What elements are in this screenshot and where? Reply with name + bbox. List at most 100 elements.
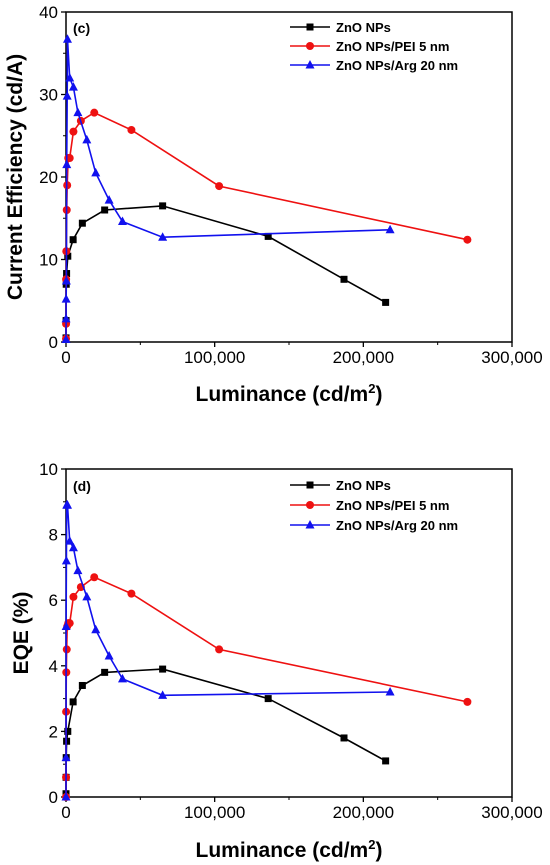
data-point bbox=[127, 125, 136, 134]
series-line bbox=[65, 576, 468, 798]
data-point bbox=[64, 252, 72, 260]
series-line bbox=[65, 39, 391, 340]
legend-marker bbox=[305, 520, 315, 529]
legend-label: ZnO NPs bbox=[336, 478, 391, 493]
legend: ZnO NPs ZnO NPs/PEI 5 nm ZnO NPs/Arg 20 nm bbox=[290, 20, 458, 73]
data-point bbox=[61, 752, 71, 762]
x-tick-label: 100,000 bbox=[184, 348, 245, 367]
x-tick-label: 0 bbox=[61, 348, 70, 367]
legend-entry: ZnO NPs bbox=[290, 478, 391, 493]
data-point bbox=[385, 224, 395, 234]
data-point bbox=[158, 690, 168, 699]
x-tick-label: 200,000 bbox=[333, 803, 394, 822]
y-axis-label: Current Efficiency (cd/A) bbox=[4, 54, 27, 300]
data-point bbox=[65, 154, 74, 163]
legend-label: ZnO NPs/PEI 5 nm bbox=[336, 498, 449, 513]
series-line bbox=[65, 668, 386, 794]
y-tick-label: 0 bbox=[49, 788, 58, 807]
data-point bbox=[382, 298, 390, 306]
data-point bbox=[340, 734, 348, 742]
data-point bbox=[62, 500, 72, 509]
data-point bbox=[69, 698, 77, 706]
series-zno-nps bbox=[62, 665, 390, 798]
y-tick-label: 0 bbox=[49, 333, 58, 352]
series-zno-nps-arg-20-nm bbox=[61, 500, 395, 801]
y-tick-label: 8 bbox=[49, 526, 58, 545]
data-point bbox=[127, 589, 136, 598]
x-tick-label: 200,000 bbox=[333, 348, 394, 367]
x-tick-label: 300,000 bbox=[481, 348, 542, 367]
data-point bbox=[61, 313, 71, 323]
data-point bbox=[69, 592, 78, 601]
legend-marker bbox=[305, 60, 315, 69]
data-point bbox=[65, 536, 75, 545]
legend-entry: ZnO NPs/Arg 20 nm bbox=[290, 518, 458, 533]
data-point bbox=[68, 82, 78, 91]
data-point bbox=[101, 206, 109, 214]
data-point bbox=[78, 681, 86, 689]
x-axis-label: Luminance (cd/m2) bbox=[196, 837, 383, 862]
data-point bbox=[91, 167, 101, 177]
series-zno-nps-arg-20-nm bbox=[61, 34, 395, 344]
legend-marker bbox=[306, 42, 314, 50]
legend-marker bbox=[306, 481, 314, 489]
y-axis-label: EQE (%) bbox=[10, 592, 33, 675]
x-tick-label: 100,000 bbox=[184, 803, 245, 822]
y-tick-label: 10 bbox=[39, 460, 58, 479]
x-tick-label: 300,000 bbox=[481, 803, 542, 822]
data-point bbox=[382, 757, 390, 765]
y-tick-label: 4 bbox=[49, 657, 58, 676]
data-point bbox=[61, 555, 71, 565]
data-point bbox=[69, 236, 77, 244]
data-point bbox=[104, 650, 114, 660]
data-point bbox=[82, 591, 92, 601]
x-tick-label: 0 bbox=[61, 803, 70, 822]
data-point bbox=[61, 792, 71, 801]
data-point bbox=[61, 334, 71, 344]
x-axis-label-main: Luminance (cd/m bbox=[196, 839, 369, 862]
data-point bbox=[73, 565, 83, 575]
x-axis-label-main: Luminance (cd/m bbox=[196, 383, 369, 406]
data-point bbox=[158, 232, 168, 241]
data-point bbox=[64, 727, 72, 735]
legend-marker bbox=[306, 501, 314, 509]
data-point bbox=[463, 697, 472, 706]
data-point bbox=[78, 219, 86, 227]
legend-label: ZnO NPs/Arg 20 nm bbox=[336, 58, 458, 73]
data-point bbox=[264, 232, 272, 240]
legend-entry: ZnO NPs bbox=[290, 20, 391, 35]
data-point bbox=[62, 34, 72, 43]
x-axis-label-superscript: 2 bbox=[368, 837, 375, 852]
data-point bbox=[104, 195, 114, 204]
data-point bbox=[82, 134, 92, 144]
data-point bbox=[61, 275, 71, 285]
series-zno-nps-pei-5-nm bbox=[62, 573, 472, 801]
data-point bbox=[215, 645, 224, 654]
y-tick-label: 20 bbox=[39, 168, 58, 187]
data-point bbox=[159, 202, 167, 210]
x-axis-label-close: ) bbox=[375, 383, 382, 406]
data-point bbox=[117, 216, 127, 226]
data-point bbox=[264, 695, 272, 703]
legend-marker bbox=[306, 23, 314, 31]
data-point bbox=[159, 665, 167, 673]
legend-entry: ZnO NPs/PEI 5 nm bbox=[290, 498, 449, 513]
data-point bbox=[62, 159, 72, 169]
series-zno-nps bbox=[62, 202, 390, 342]
x-axis-label-close: ) bbox=[375, 839, 382, 862]
series-zno-nps-pei-5-nm bbox=[62, 108, 472, 343]
data-point bbox=[91, 624, 101, 634]
data-point bbox=[463, 235, 472, 244]
data-point bbox=[62, 91, 72, 100]
y-tick-label: 10 bbox=[39, 251, 58, 270]
series-line bbox=[65, 205, 386, 338]
legend-label: ZnO NPs bbox=[336, 20, 391, 35]
legend: ZnO NPs ZnO NPs/PEI 5 nm ZnO NPs/Arg 20 nm bbox=[290, 478, 458, 533]
data-point bbox=[69, 127, 78, 136]
panel-label: (c) bbox=[73, 20, 90, 36]
legend-entry: ZnO NPs/Arg 20 nm bbox=[290, 58, 458, 73]
panel-label: (d) bbox=[73, 478, 91, 494]
data-point bbox=[101, 668, 109, 676]
chart-panel-1: 0 100,000 200,000 300,000 0 2 4 6 8 10 EQE (%) Lumi… bbox=[10, 460, 543, 862]
